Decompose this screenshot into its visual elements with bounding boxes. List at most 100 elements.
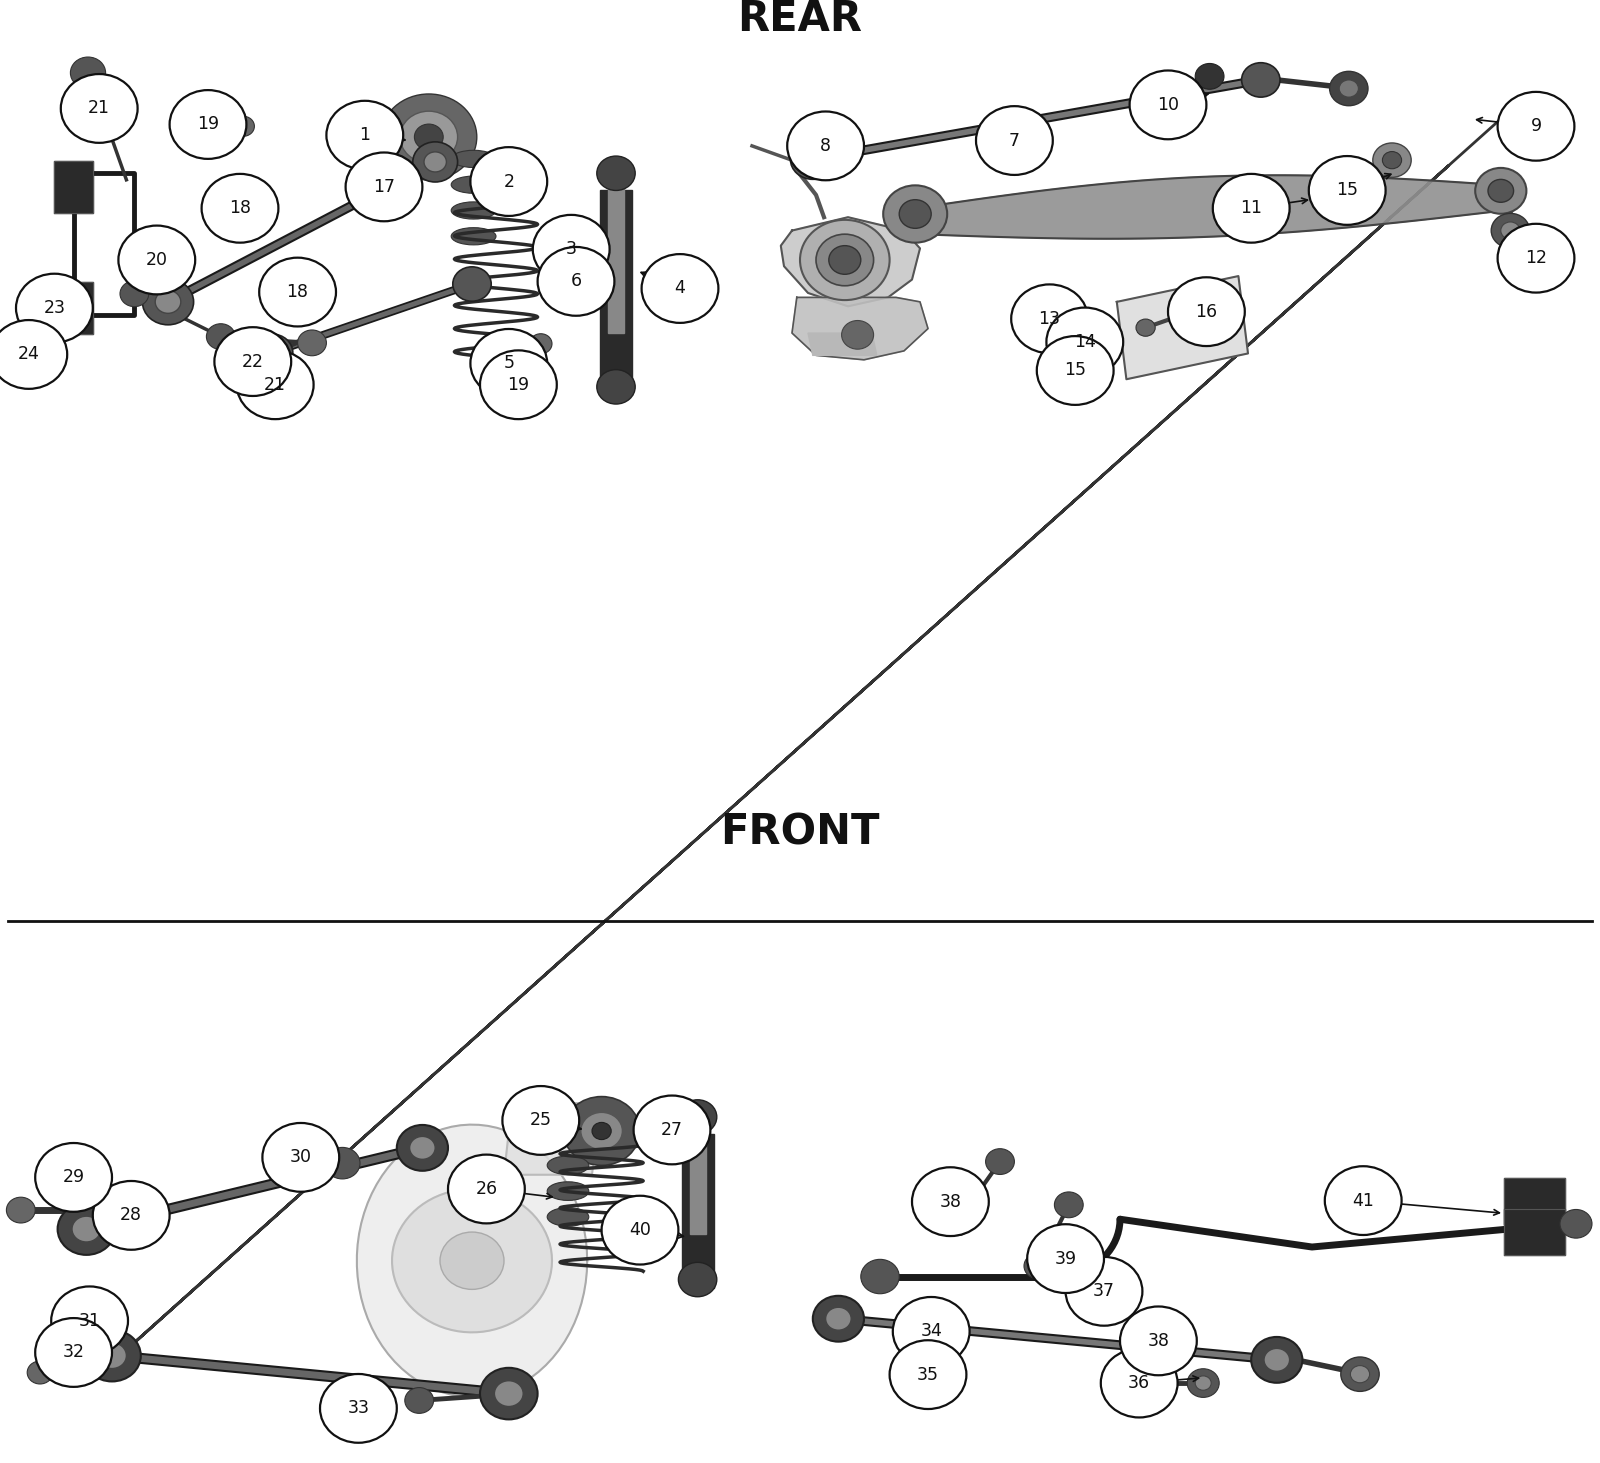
- Text: 1: 1: [360, 126, 370, 145]
- Circle shape: [893, 1298, 970, 1366]
- Circle shape: [346, 152, 422, 221]
- Text: 21: 21: [88, 99, 110, 117]
- Text: 40: 40: [629, 1222, 651, 1239]
- Circle shape: [326, 101, 403, 170]
- Circle shape: [1054, 1192, 1083, 1217]
- Circle shape: [1195, 1375, 1211, 1390]
- Circle shape: [51, 1286, 128, 1355]
- Circle shape: [1339, 80, 1358, 97]
- Circle shape: [83, 1330, 141, 1381]
- Circle shape: [262, 1124, 339, 1192]
- Circle shape: [602, 1195, 678, 1264]
- Circle shape: [35, 1143, 112, 1211]
- Text: REAR: REAR: [738, 0, 862, 40]
- Text: 9: 9: [1531, 117, 1541, 135]
- Circle shape: [597, 370, 635, 404]
- Circle shape: [1498, 224, 1574, 293]
- Circle shape: [1242, 63, 1280, 97]
- Circle shape: [1498, 92, 1574, 161]
- Circle shape: [1330, 72, 1368, 105]
- Circle shape: [1382, 152, 1402, 168]
- Polygon shape: [781, 217, 920, 306]
- Polygon shape: [915, 176, 1501, 238]
- Circle shape: [800, 219, 890, 300]
- Circle shape: [1350, 1365, 1370, 1383]
- Circle shape: [883, 186, 947, 243]
- Text: 14: 14: [1074, 334, 1096, 351]
- Text: 15: 15: [1336, 181, 1358, 199]
- Circle shape: [381, 94, 477, 180]
- Circle shape: [912, 1167, 989, 1236]
- Circle shape: [405, 1387, 434, 1413]
- Circle shape: [976, 107, 1053, 176]
- Text: 27: 27: [661, 1121, 683, 1138]
- Text: 18: 18: [286, 282, 309, 301]
- Text: 24: 24: [18, 345, 40, 363]
- Circle shape: [790, 139, 835, 180]
- Circle shape: [1130, 70, 1206, 139]
- Circle shape: [98, 1343, 126, 1368]
- Circle shape: [1074, 341, 1102, 367]
- Polygon shape: [608, 168, 624, 334]
- Circle shape: [1475, 168, 1526, 214]
- Text: 18: 18: [229, 199, 251, 218]
- Circle shape: [440, 1232, 504, 1289]
- Circle shape: [1373, 143, 1411, 177]
- Ellipse shape: [451, 176, 496, 193]
- Text: 36: 36: [1128, 1374, 1150, 1393]
- Circle shape: [942, 1210, 971, 1236]
- Text: 6: 6: [571, 272, 581, 290]
- Text: 19: 19: [507, 376, 530, 394]
- Circle shape: [237, 350, 314, 418]
- Circle shape: [410, 1137, 435, 1159]
- Circle shape: [842, 320, 874, 350]
- Circle shape: [251, 344, 280, 369]
- Circle shape: [642, 255, 718, 323]
- Circle shape: [0, 320, 67, 389]
- Circle shape: [1046, 307, 1123, 376]
- Circle shape: [413, 142, 458, 181]
- Circle shape: [170, 91, 246, 159]
- Circle shape: [70, 57, 106, 89]
- Circle shape: [899, 199, 931, 228]
- Circle shape: [1136, 319, 1155, 336]
- Text: 19: 19: [197, 116, 219, 133]
- Text: 31: 31: [78, 1312, 101, 1330]
- Circle shape: [563, 1097, 640, 1166]
- Text: 3: 3: [566, 240, 576, 259]
- Polygon shape: [357, 1125, 587, 1397]
- Circle shape: [890, 1340, 966, 1409]
- Text: 2: 2: [504, 173, 514, 190]
- Circle shape: [202, 174, 278, 243]
- Circle shape: [1187, 1369, 1219, 1397]
- Circle shape: [414, 124, 443, 149]
- Circle shape: [480, 1368, 538, 1419]
- Polygon shape: [54, 282, 93, 334]
- Text: 39: 39: [1054, 1249, 1077, 1267]
- Circle shape: [538, 247, 614, 316]
- Text: 35: 35: [917, 1365, 939, 1384]
- Circle shape: [86, 98, 118, 126]
- Circle shape: [1251, 1337, 1302, 1383]
- Text: 5: 5: [504, 354, 514, 373]
- Circle shape: [61, 75, 138, 143]
- Circle shape: [397, 1125, 448, 1170]
- Circle shape: [6, 1197, 35, 1223]
- Text: 13: 13: [1038, 310, 1061, 328]
- Circle shape: [787, 111, 864, 180]
- Text: 26: 26: [475, 1181, 498, 1198]
- Text: 38: 38: [1147, 1331, 1170, 1350]
- Circle shape: [1309, 157, 1386, 225]
- Circle shape: [1488, 180, 1514, 202]
- Circle shape: [1037, 336, 1114, 405]
- Ellipse shape: [547, 1156, 589, 1175]
- Polygon shape: [1117, 277, 1248, 379]
- Circle shape: [829, 246, 861, 274]
- Ellipse shape: [547, 1182, 589, 1201]
- Circle shape: [453, 266, 491, 301]
- Text: 8: 8: [821, 138, 830, 155]
- Text: 41: 41: [1352, 1191, 1374, 1210]
- Circle shape: [93, 1181, 170, 1249]
- Ellipse shape: [451, 151, 496, 167]
- Circle shape: [1024, 1254, 1053, 1279]
